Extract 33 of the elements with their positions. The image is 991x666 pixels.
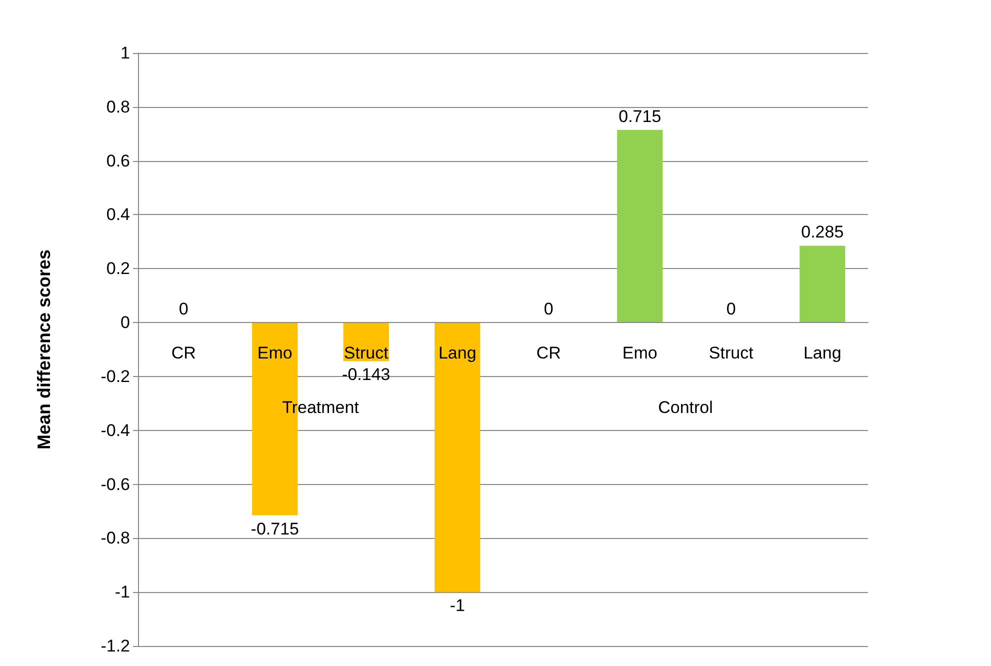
y-tick-label: 0.8: [106, 97, 130, 116]
x-tick-label: CR: [536, 344, 561, 363]
bar: [434, 322, 480, 592]
data-label: 0.285: [801, 222, 844, 242]
y-tick-label: 0: [120, 313, 130, 332]
x-tick-label: Lang: [438, 344, 476, 363]
data-label: -1: [450, 596, 465, 616]
y-tick-label: -0.8: [100, 528, 130, 548]
bar: [800, 246, 846, 323]
data-label: -0.715: [250, 519, 299, 538]
x-tick-label: Emo: [622, 344, 658, 363]
y-tick-label: 0.2: [106, 259, 130, 278]
y-tick-label: -0.4: [100, 420, 130, 440]
y-tick-label: 0.4: [106, 205, 130, 224]
y-tick-label: 1: [120, 44, 130, 62]
bar: [617, 130, 663, 323]
y-tick-label: -0.6: [100, 474, 130, 494]
y-tick-label: -1.2: [100, 636, 130, 656]
y-axis-title: Mean difference scores: [34, 249, 54, 450]
annotation: Control: [658, 398, 713, 418]
data-label: 0.715: [618, 106, 662, 126]
x-tick-label: CR: [171, 344, 196, 363]
x-tick-label: Struct: [708, 344, 754, 363]
data-label: 0: [544, 300, 554, 319]
x-tick-label: Lang: [803, 344, 842, 363]
data-label: -0.143: [342, 365, 390, 384]
y-tick-label: 0.6: [106, 151, 130, 170]
y-tick-label: -0.2: [100, 366, 130, 386]
x-tick-label: Emo: [257, 344, 292, 363]
x-tick-label: Struct: [344, 344, 389, 363]
y-tick-label: -1: [114, 582, 130, 602]
data-label: 0: [726, 300, 736, 319]
data-label: 0: [178, 300, 188, 319]
